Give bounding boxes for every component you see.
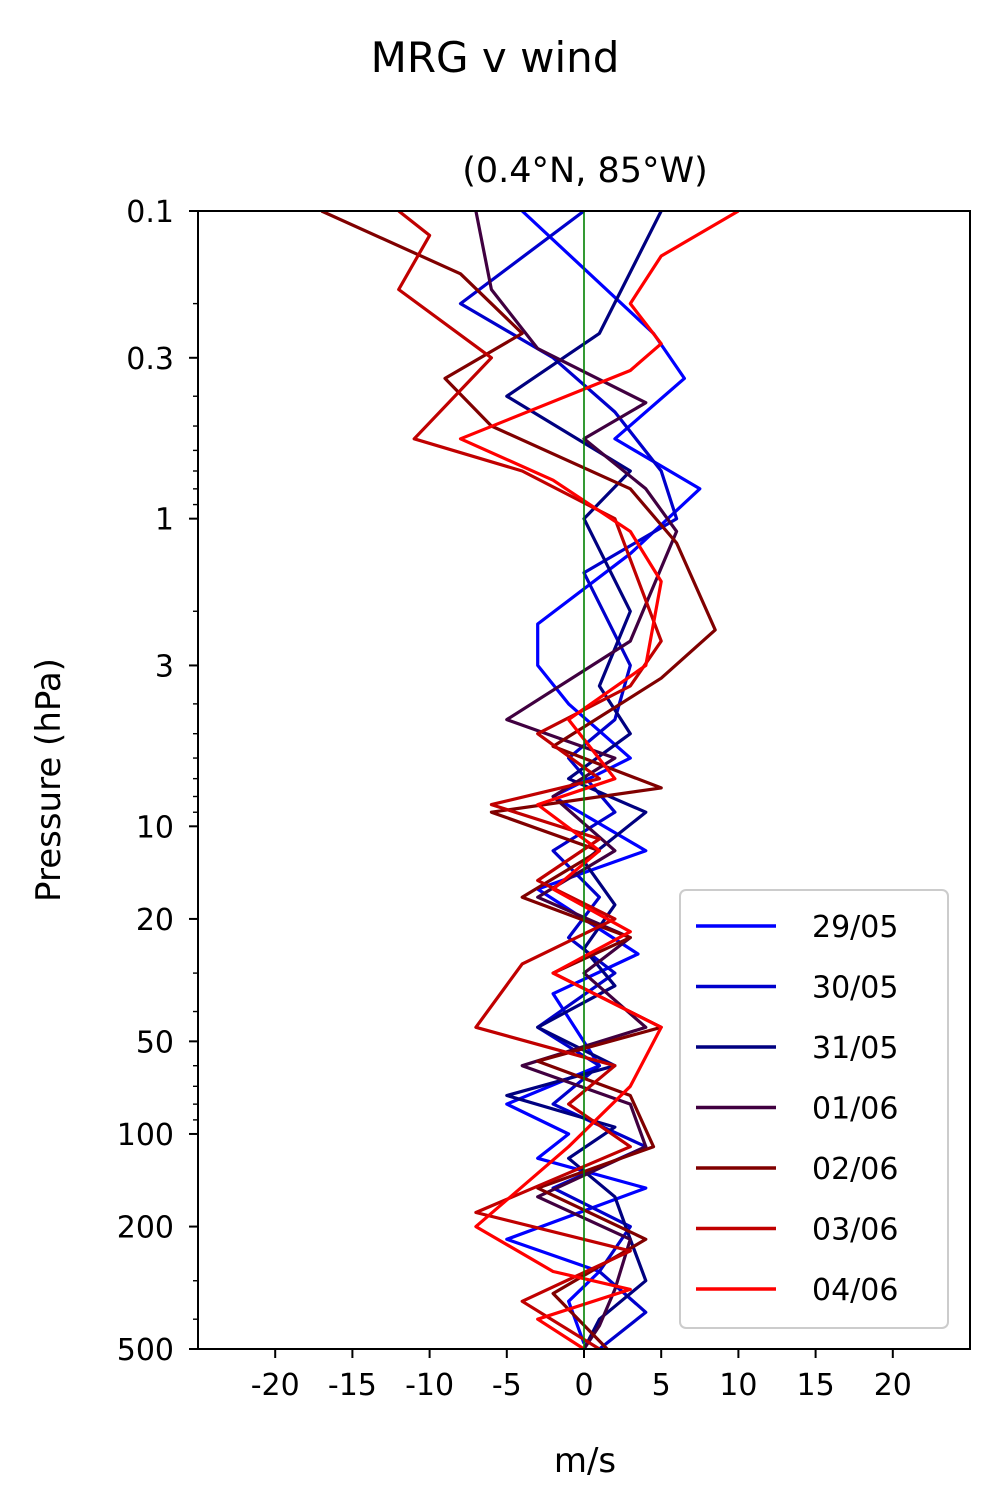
y-tick-label: 500: [117, 1333, 174, 1368]
y-tick-label: 0.1: [126, 195, 174, 230]
x-tick-label: -5: [492, 1368, 522, 1403]
legend-label: 04/06: [812, 1273, 898, 1308]
y-tick-label: 10: [136, 810, 174, 845]
y-tick-label: 100: [117, 1118, 174, 1153]
legend-label: 29/05: [812, 910, 898, 945]
legend-label: 30/05: [812, 971, 898, 1006]
series-layer: [320, 211, 740, 1349]
x-tick-label: -15: [328, 1368, 377, 1403]
y-tick-label: 0.3: [126, 342, 174, 377]
y-tick-label: 20: [136, 903, 174, 938]
x-tick-label: -20: [251, 1368, 300, 1403]
x-tick-label: -10: [405, 1368, 454, 1403]
y-tick-label: 1: [155, 503, 174, 538]
chart-title: (0.4°N, 85°W): [462, 151, 708, 191]
x-tick-label: 15: [797, 1368, 835, 1403]
y-tick-label: 200: [117, 1211, 174, 1246]
series-line-04-06: [458, 211, 740, 1349]
legend-label: 01/06: [812, 1092, 898, 1127]
x-tick-label: 20: [874, 1368, 912, 1403]
x-tick-label: 0: [574, 1368, 593, 1403]
y-ticks: 0.1 0.3 1 3 10 20 50 100 200 500: [117, 195, 198, 1368]
series-line-02-06: [320, 211, 717, 1349]
legend-label: 02/06: [812, 1152, 898, 1187]
legend-box: [679, 889, 949, 1329]
x-tick-label: 5: [652, 1368, 671, 1403]
y-axis-label: Pressure (hPa): [29, 658, 69, 902]
legend: 29/05 30/05 31/05 01/06 02/06 03/06 04/06: [679, 889, 949, 1329]
series-line-03-06: [397, 211, 663, 1349]
x-ticks: -20 -15 -10 -5 0 5 10 15 20: [251, 1349, 912, 1403]
series-line-01-06: [474, 211, 679, 1349]
chart-suptitle: MRG v wind: [371, 33, 620, 82]
legend-label: 31/05: [812, 1031, 898, 1066]
y-tick-label: 50: [136, 1025, 174, 1060]
x-tick-label: 10: [719, 1368, 757, 1403]
y-tick-label: 3: [155, 649, 174, 684]
x-axis-label: m/s: [554, 1441, 616, 1481]
legend-label: 03/06: [812, 1213, 898, 1248]
